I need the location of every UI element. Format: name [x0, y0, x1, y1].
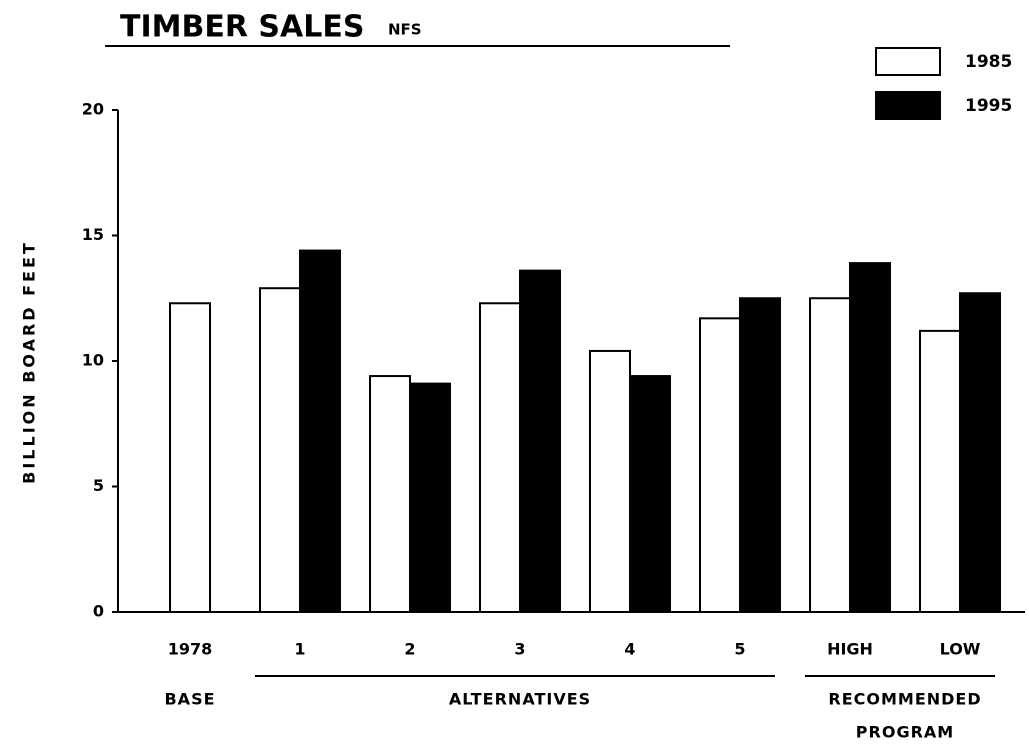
bar — [739, 297, 781, 613]
bar — [169, 302, 211, 613]
y-tick-label: 5 — [93, 476, 104, 495]
bar — [629, 375, 671, 613]
y-tick-label: 20 — [82, 100, 104, 119]
bar — [849, 262, 891, 613]
x-tick-label: 4 — [624, 640, 635, 659]
legend-label: 1995 — [965, 96, 1012, 116]
bar — [409, 382, 451, 613]
y-axis-label: BILLION BOARD FEET — [20, 240, 39, 484]
x-tick-label: LOW — [940, 640, 981, 659]
x-tick-label: 2 — [404, 640, 415, 659]
bar — [919, 329, 961, 613]
x-tick-label: 3 — [514, 640, 525, 659]
group-label: BASE — [164, 690, 215, 709]
y-tick-label: 10 — [82, 351, 104, 370]
bar — [259, 287, 301, 613]
y-tick-label: 0 — [93, 602, 104, 621]
group-label: PROGRAM — [856, 723, 954, 742]
x-tick-label: 5 — [734, 640, 745, 659]
x-tick-label: 1978 — [168, 640, 213, 659]
bar — [479, 302, 521, 613]
legend-label: 1985 — [965, 52, 1012, 72]
bar — [369, 375, 411, 613]
legend-swatch — [875, 47, 941, 76]
bar — [299, 249, 341, 613]
y-tick-label: 15 — [82, 225, 104, 244]
legend-swatch — [875, 91, 941, 120]
bar — [519, 269, 561, 613]
bar — [589, 349, 631, 613]
group-label: RECOMMENDED — [828, 690, 981, 709]
chart-subtitle: NFS — [388, 21, 422, 39]
bar — [809, 297, 851, 613]
x-tick-label: HIGH — [827, 640, 873, 659]
group-label: ALTERNATIVES — [449, 690, 591, 709]
chart-title: TIMBER SALES — [120, 10, 364, 45]
bar — [699, 317, 741, 613]
bar — [959, 292, 1001, 613]
x-tick-label: 1 — [294, 640, 305, 659]
